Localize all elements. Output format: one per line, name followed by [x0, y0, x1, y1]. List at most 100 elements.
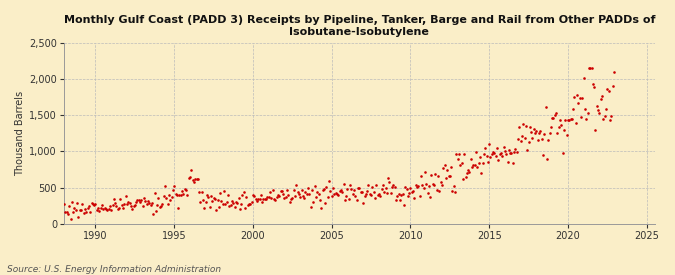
Point [95, 206, 106, 210]
Point [510, 147, 521, 151]
Point [360, 192, 371, 196]
Point [184, 175, 195, 179]
Point [200, 200, 211, 204]
Point [301, 192, 312, 196]
Point [68, 210, 78, 214]
Point [437, 183, 448, 187]
Point [348, 192, 358, 196]
Point [468, 163, 479, 167]
Point [338, 182, 349, 186]
Point [516, 134, 527, 138]
Point [219, 189, 230, 193]
Point [431, 188, 442, 192]
Point [298, 194, 308, 198]
Point [590, 127, 601, 132]
Point [512, 150, 522, 155]
Point [92, 205, 103, 210]
Point [59, 201, 70, 206]
Point [466, 164, 477, 169]
Point [530, 131, 541, 136]
Point [76, 208, 86, 212]
Point [225, 202, 236, 207]
Point [124, 201, 135, 205]
Point [70, 208, 81, 212]
Point [430, 171, 441, 176]
Point [422, 190, 433, 195]
Point [598, 117, 609, 122]
Point [294, 192, 304, 197]
Point [462, 171, 472, 175]
Point [479, 152, 489, 156]
Point [366, 193, 377, 198]
Point [113, 206, 124, 211]
Point [249, 194, 260, 198]
Point [191, 177, 202, 181]
Point [271, 195, 282, 199]
Point [263, 195, 274, 199]
Point [135, 200, 146, 205]
Point [188, 180, 199, 185]
Point [91, 208, 102, 212]
Point [273, 193, 284, 198]
Point [536, 137, 547, 141]
Point [443, 174, 454, 178]
Point [215, 191, 225, 196]
Point [455, 163, 466, 167]
Point [537, 153, 548, 157]
Point [329, 191, 340, 196]
Point [451, 152, 462, 156]
Point [581, 117, 592, 121]
Point [165, 198, 176, 202]
Point [72, 201, 82, 205]
Point [348, 188, 359, 192]
Point [352, 186, 363, 190]
Point [427, 182, 438, 186]
Point [447, 189, 458, 193]
Point [183, 176, 194, 180]
Point [358, 201, 369, 205]
Point [213, 205, 224, 209]
Point [192, 177, 203, 181]
Point [252, 199, 263, 203]
Point [364, 192, 375, 196]
Point [61, 210, 72, 214]
Point [497, 154, 508, 158]
Point [89, 203, 100, 208]
Point [429, 183, 439, 188]
Point [459, 152, 470, 156]
Point [88, 202, 99, 206]
Point [317, 188, 328, 193]
Point [90, 202, 101, 206]
Point [472, 164, 483, 169]
Point [253, 197, 264, 201]
Point [337, 190, 348, 194]
Point [245, 202, 256, 206]
Point [335, 188, 346, 192]
Point [288, 188, 299, 192]
Point [94, 208, 105, 213]
Point [487, 152, 497, 156]
Point [410, 183, 421, 188]
Point [270, 197, 281, 202]
Point [156, 203, 167, 208]
Point [181, 188, 192, 193]
Point [351, 198, 362, 202]
Point [180, 186, 190, 191]
Point [190, 177, 200, 181]
Point [484, 142, 495, 146]
Point [238, 190, 249, 194]
Point [292, 190, 303, 194]
Point [574, 96, 585, 100]
Point [142, 199, 153, 203]
Point [138, 196, 149, 200]
Point [576, 114, 587, 119]
Point [326, 194, 337, 198]
Point [310, 195, 321, 199]
Point [342, 187, 353, 191]
Point [589, 85, 599, 89]
Point [356, 190, 367, 194]
Point [248, 193, 259, 197]
Point [475, 155, 485, 160]
Text: Source: U.S. Energy Information Administration: Source: U.S. Energy Information Administ… [7, 265, 221, 274]
Point [102, 208, 113, 212]
